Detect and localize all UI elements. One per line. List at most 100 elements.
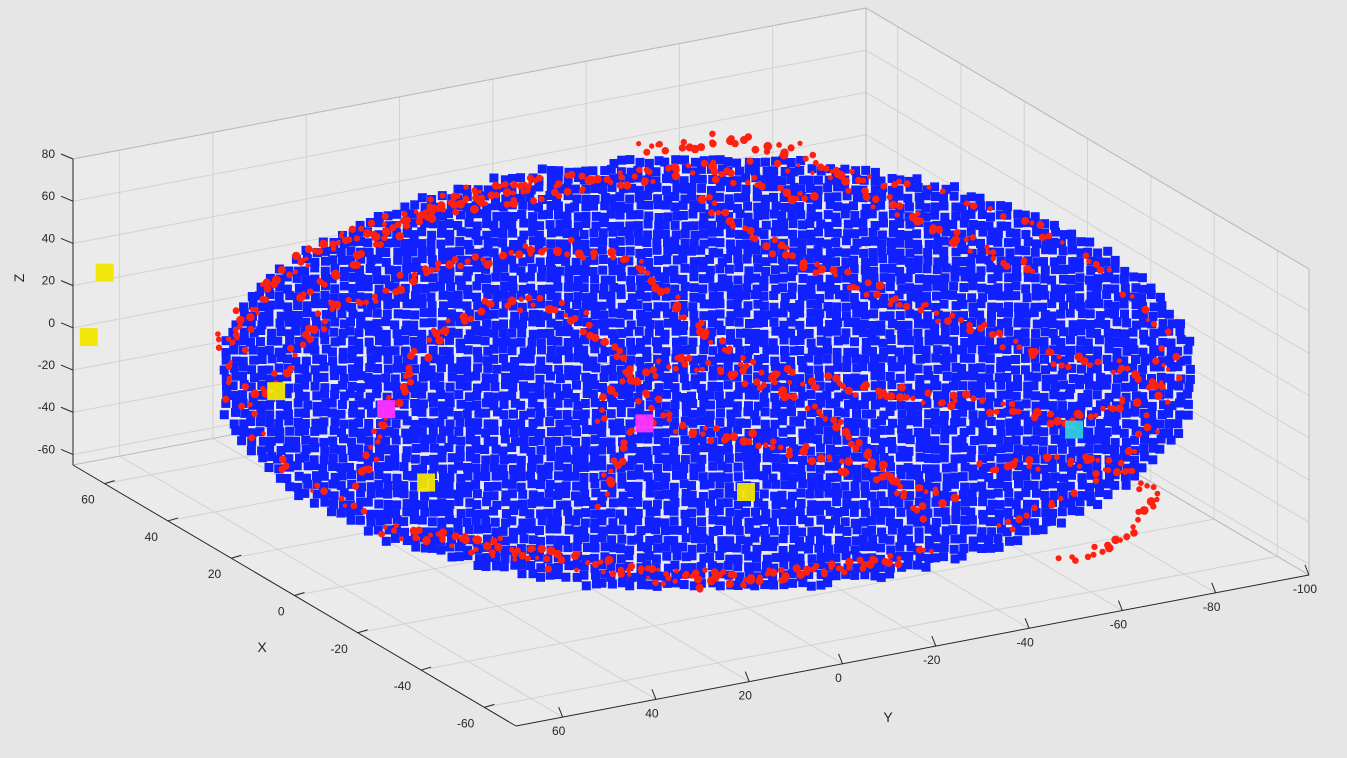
ridge-point [403,216,411,224]
cloud-point [903,463,913,473]
cloud-point [589,446,599,456]
cloud-point [320,497,330,507]
grid-line [865,49,1310,312]
cloud-point [537,329,547,339]
ridge-point [487,191,496,200]
cloud-point [850,426,860,436]
cloud-point [724,488,734,498]
cloud-point [499,354,508,363]
cloud-point [1039,345,1049,355]
cloud-point [850,481,860,491]
cloud-point [329,365,339,375]
cloud-point [852,418,862,428]
cloud-point [480,327,490,336]
cloud-point [958,345,967,355]
cloud-point [967,445,977,455]
cloud-point [355,515,365,525]
cloud-point [489,491,499,501]
cloud-point [832,274,842,283]
cloud-point [618,491,628,501]
cloud-point [482,230,492,240]
cloud-point [939,299,949,309]
cloud-point [375,446,384,456]
cloud-point [508,527,518,537]
cloud-point [960,371,970,381]
cloud-point [977,470,987,480]
cloud-point [589,338,599,348]
cloud-point [231,407,240,417]
cloud-point [447,372,457,382]
cloud-point [1013,218,1023,228]
cloud-point [948,220,958,229]
cloud-point [717,371,727,381]
cloud-point [381,337,391,347]
cloud-point [463,266,473,276]
ridge-point [807,456,817,466]
cloud-point [1129,463,1139,473]
cloud-point [392,515,402,525]
cloud-point [329,425,339,435]
cloud-point [239,427,249,437]
cloud-point [329,327,339,337]
ridge-point [986,408,994,417]
cloud-point [1031,470,1041,480]
cloud-point [598,383,607,392]
cloud-point [1042,374,1051,384]
cloud-point [753,310,763,320]
cloud-point [734,263,744,273]
cloud-point [724,482,734,492]
cloud-point [752,436,762,446]
cloud-point [1092,281,1102,291]
ridge-point [371,428,377,435]
cloud-point [788,473,798,483]
cloud-point [779,454,789,464]
cloud-point [886,246,896,255]
cloud-point [795,374,805,384]
cloud-point [402,499,412,509]
cloud-point [886,462,895,472]
cloud-point [390,299,400,308]
cloud-point [489,248,499,258]
cloud-point [580,247,590,257]
ridge-point [840,467,850,477]
ridge-point [1013,457,1019,463]
cloud-point [436,363,446,372]
cloud-point [445,335,454,345]
cloud-point [283,443,293,453]
cloud-point [501,536,510,546]
cloud-point [428,536,438,545]
cloud-point [996,471,1006,480]
cloud-point [885,535,895,545]
cloud-point [1173,419,1183,429]
cloud-point [941,184,951,194]
cloud-point [627,455,637,465]
cloud-point [1103,246,1113,256]
cloud-point [489,354,499,364]
cloud-point [780,203,790,212]
cloud-point [408,238,418,248]
cloud-point [570,471,580,481]
cloud-point [363,293,373,303]
cloud-point [391,509,401,519]
cloud-point [256,417,265,427]
cloud-point [221,355,231,365]
cloud-point [555,391,565,400]
cloud-point [967,515,977,525]
cloud-point [580,354,590,364]
cloud-point [436,281,445,291]
cloud-point [815,294,825,303]
cloud-point [554,461,564,471]
cloud-point [941,362,951,372]
cloud-point [669,291,679,301]
cloud-point [858,328,868,338]
cloud-point [419,308,429,318]
cloud-point [465,498,475,508]
cloud-point [444,392,454,402]
ridge-point [694,367,700,373]
cloud-point [887,401,897,411]
cloud-point [816,535,825,545]
cloud-point [489,419,499,429]
cloud-point [968,471,978,481]
cloud-point [492,211,502,221]
